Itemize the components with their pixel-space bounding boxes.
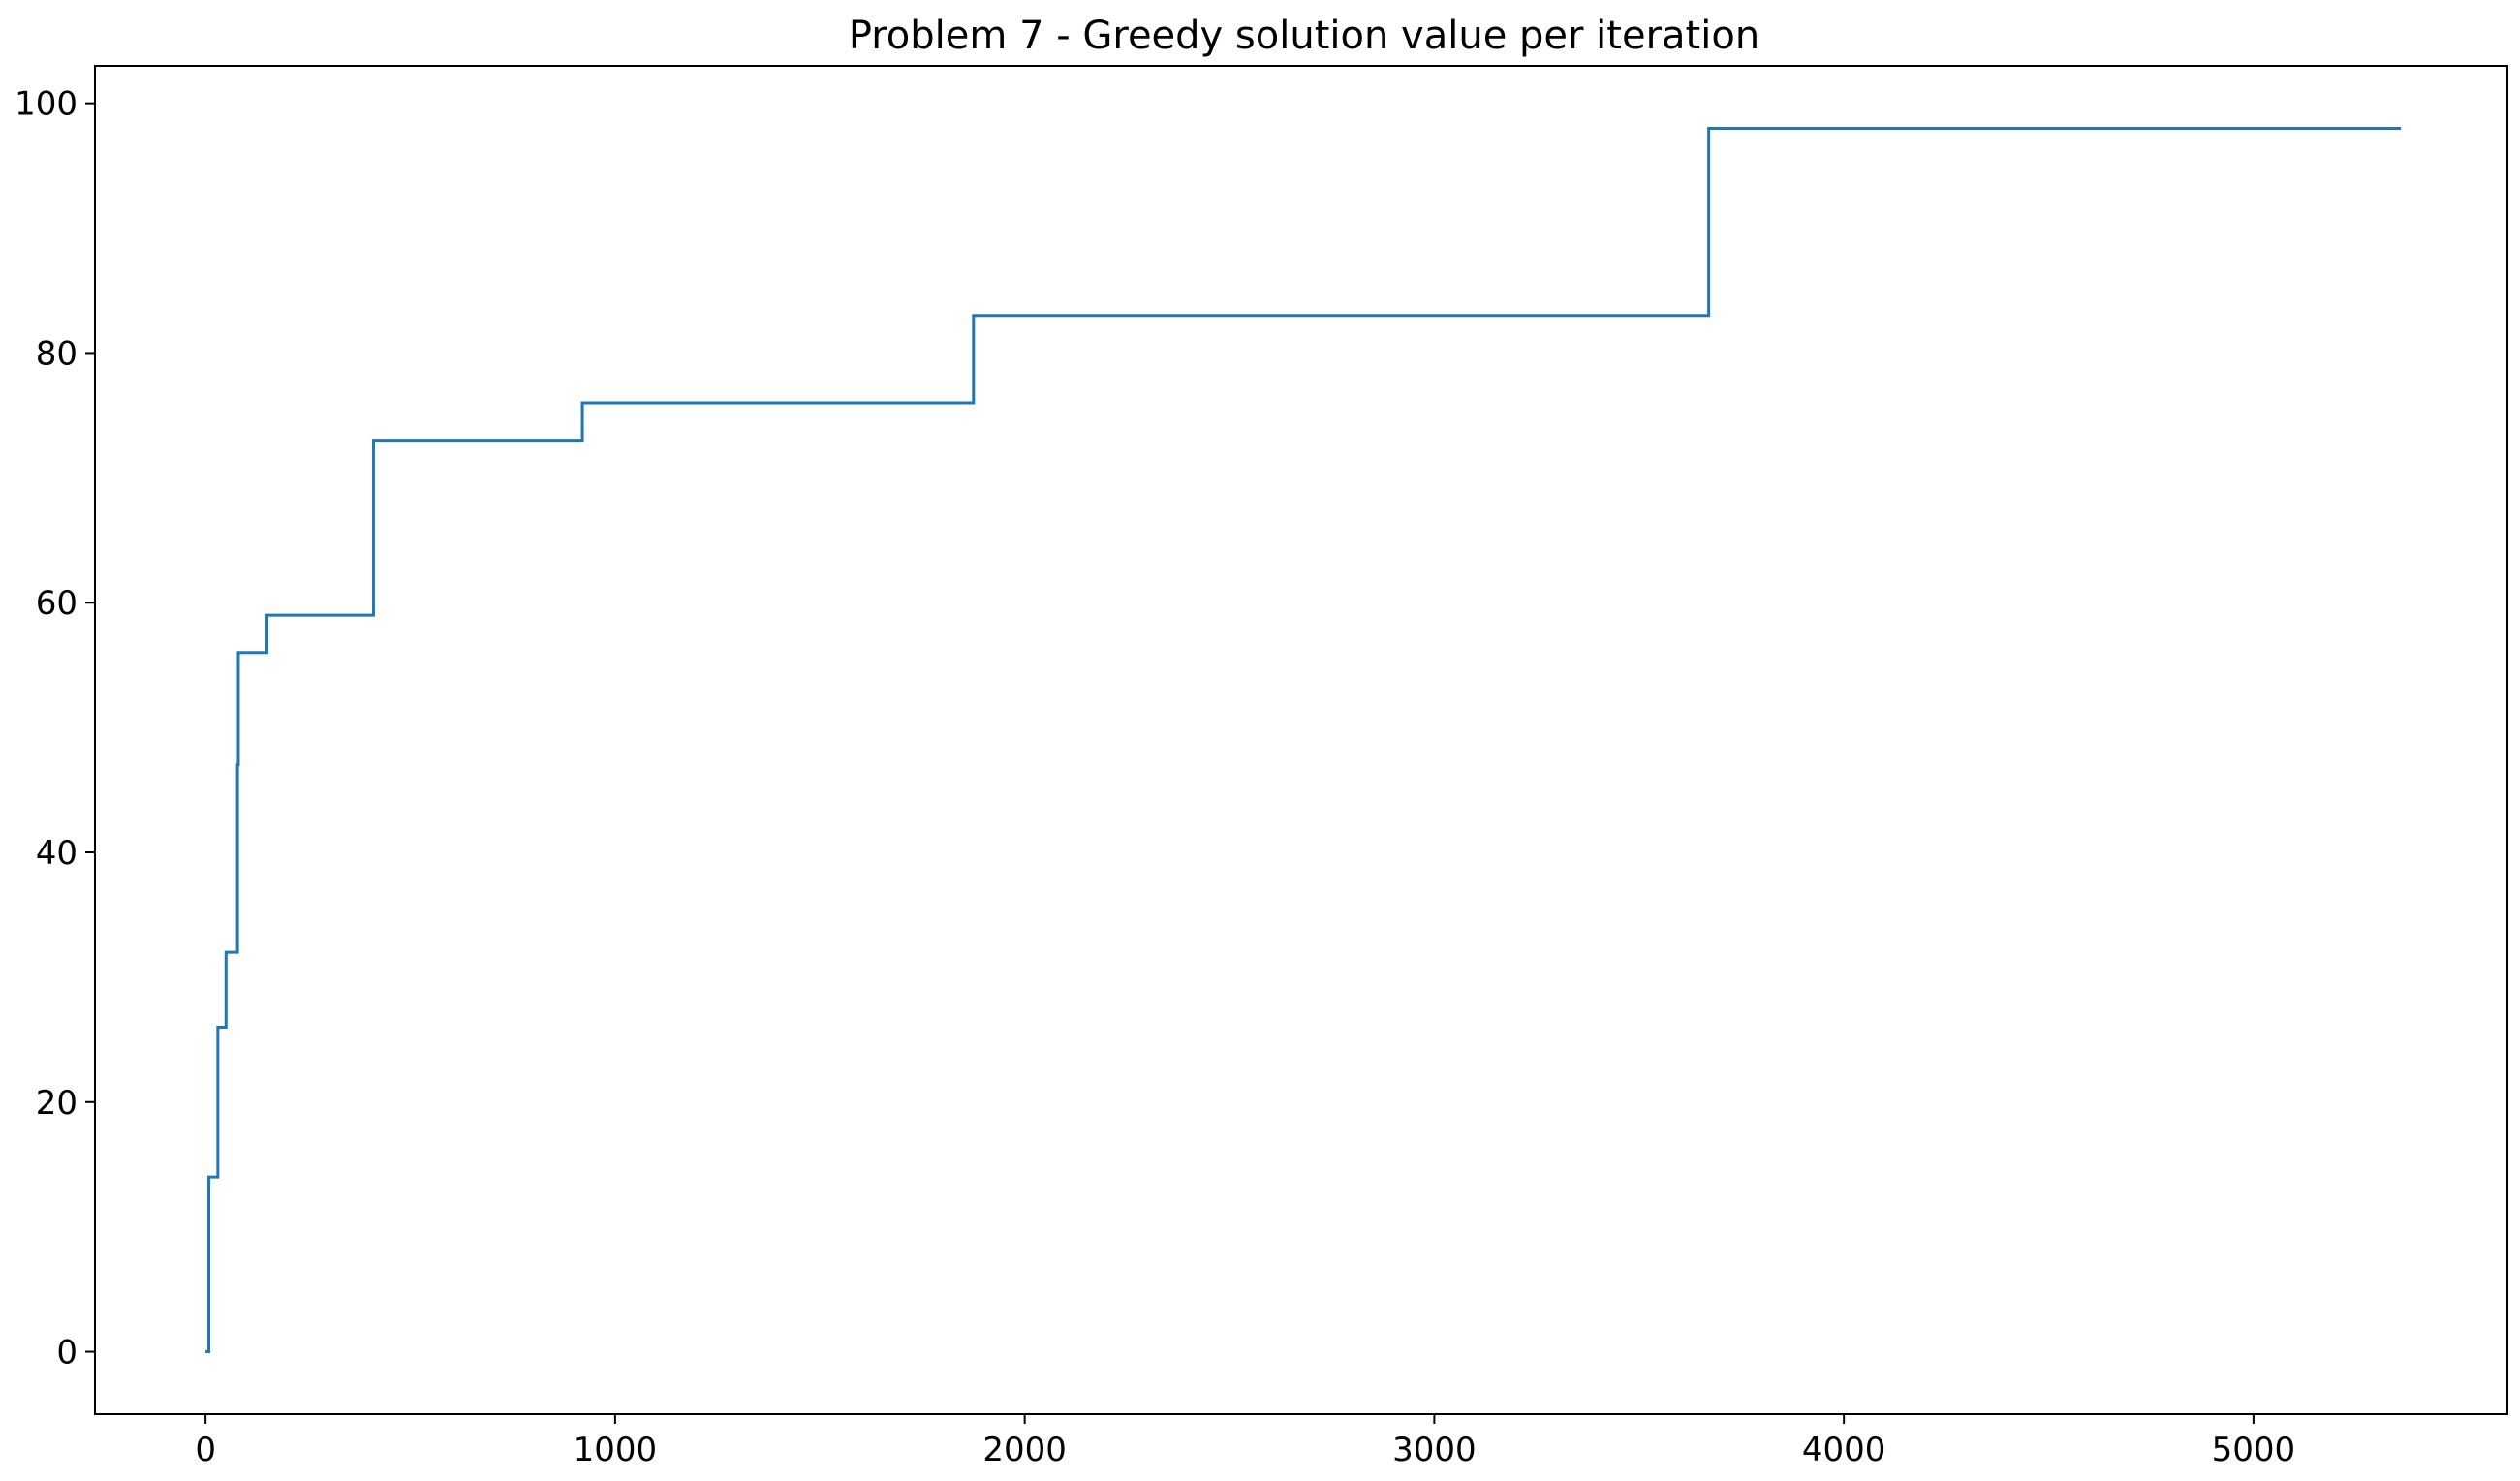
x-tick-label: 2000 — [982, 1431, 1067, 1469]
axes-frame — [94, 65, 2508, 1415]
x-tick-label: 5000 — [2212, 1431, 2296, 1469]
y-tick-label: 80 — [36, 334, 78, 373]
plot-area — [205, 126, 2402, 1354]
y-tick-label: 0 — [56, 1334, 78, 1373]
series-line-0 — [205, 126, 2402, 1354]
y-tick-label: 100 — [15, 85, 78, 124]
axis-ticks: 0 1000 2000 3000 4000 5000 0 20 40 60 80 100 — [15, 85, 2295, 1469]
y-tick-label: 60 — [36, 584, 78, 623]
x-tick-label: 4000 — [1802, 1431, 1886, 1469]
chart-title: Problem 7 - Greedy solution value per it… — [849, 14, 1759, 58]
y-tick-label: 20 — [36, 1084, 78, 1123]
y-tick-label: 40 — [36, 834, 78, 873]
x-tick-label: 1000 — [574, 1431, 658, 1469]
x-tick-label: 3000 — [1392, 1431, 1477, 1469]
x-tick-label: 0 — [195, 1431, 216, 1469]
